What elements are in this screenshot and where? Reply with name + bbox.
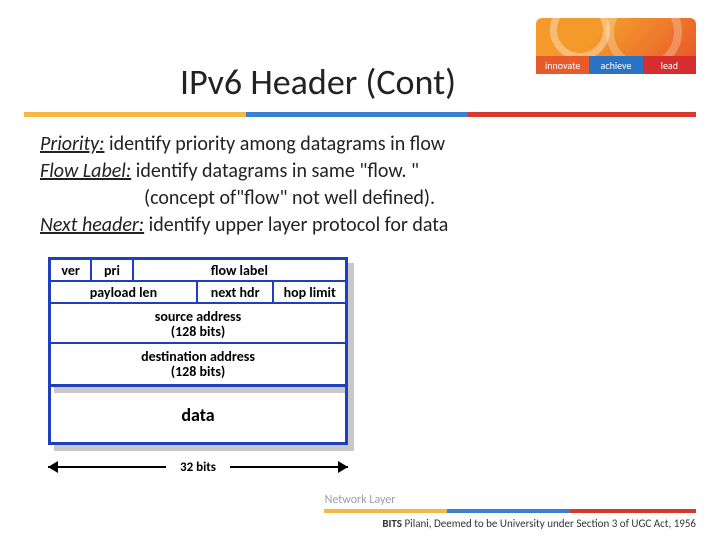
header-field: destination address(128 bits) — [51, 344, 345, 384]
def-nexthdr: Next header: identify upper layer protoc… — [40, 212, 680, 239]
header-field: ver — [51, 260, 92, 280]
header-row: destination address(128 bits) — [51, 344, 345, 384]
width-indicator: 32 bits — [48, 459, 348, 475]
footer-credit-bold: BITS — [382, 517, 404, 530]
logo-word-lead: lead — [643, 56, 696, 74]
header-row: verpriflow label — [51, 260, 345, 282]
footer-credit: BITS Pilani, Deemed to be University und… — [24, 517, 696, 530]
text-flowlabel: identify datagrams in same "flow. " — [131, 159, 419, 183]
title-underline — [24, 112, 696, 117]
data-payload-box: data — [48, 387, 348, 445]
header-row: source address(128 bits) — [51, 304, 345, 344]
def-flownote: (concept of"flow" not well defined). — [40, 185, 680, 212]
logo-word-innovate: innovate — [536, 56, 589, 74]
header-field: pri — [92, 260, 133, 280]
logo-strip: innovate achieve lead — [536, 56, 696, 74]
term-priority: Priority: — [40, 132, 104, 156]
arrowhead-right-icon — [338, 461, 348, 473]
header-field: hop limit — [274, 282, 345, 302]
ipv6-header-diagram: verpriflow labelpayload lennext hdrhop l… — [48, 257, 348, 475]
text-nexthdr: identify upper layer protocol for data — [144, 213, 448, 237]
logo-word-achieve: achieve — [589, 56, 642, 74]
width-label: 32 bits — [180, 460, 216, 475]
footer-credit-text: Pilani, Deemed to be University under Se… — [405, 517, 697, 530]
header-field: source address(128 bits) — [51, 304, 345, 344]
header-field: payload len — [51, 282, 198, 302]
term-flowlabel: Flow Label: — [40, 159, 131, 183]
logo-gear-graphic — [536, 18, 696, 56]
corner-logo: innovate achieve lead — [536, 18, 696, 74]
header-row: payload lennext hdrhop limit — [51, 282, 345, 304]
text-priority: identify priority among datagrams in flo… — [104, 132, 445, 156]
footer-rule — [324, 509, 696, 513]
def-flowlabel: Flow Label: identify datagrams in same "… — [40, 158, 680, 185]
header-field: next hdr — [198, 282, 275, 302]
header-field: flow label — [134, 260, 345, 280]
arrowhead-left-icon — [48, 461, 58, 473]
header-fields-box: verpriflow labelpayload lennext hdrhop l… — [48, 257, 348, 387]
def-priority: Priority: identify priority among datagr… — [40, 131, 680, 158]
definitions-block: Priority: identify priority among datagr… — [0, 131, 720, 239]
footer-section-label: Network Layer — [24, 493, 696, 507]
term-nexthdr: Next header: — [40, 213, 144, 237]
slide-footer: Network Layer BITS Pilani, Deemed to be … — [24, 493, 696, 530]
